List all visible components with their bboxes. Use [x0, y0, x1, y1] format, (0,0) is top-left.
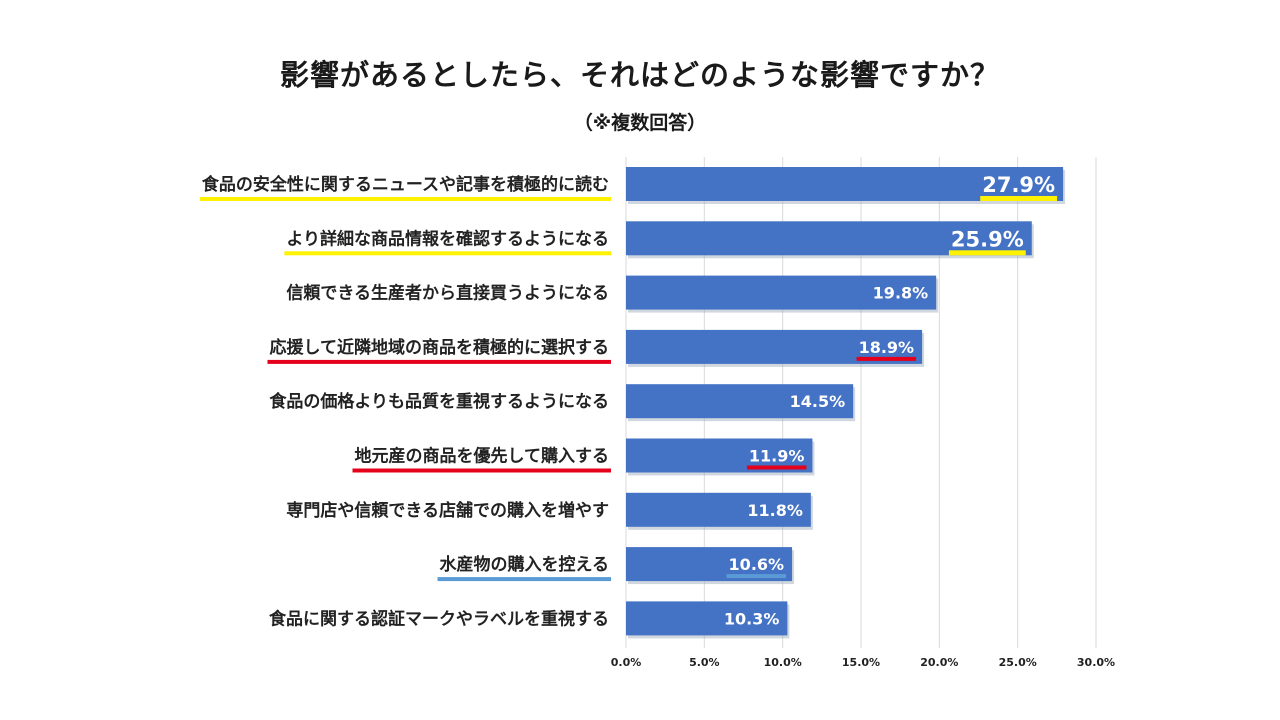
- x-tick-label: 30.0%: [1077, 656, 1115, 669]
- data-label: 11.8%: [747, 501, 803, 520]
- data-label: 25.9%: [951, 227, 1024, 251]
- data-label: 27.9%: [982, 173, 1055, 197]
- bar: [626, 384, 854, 419]
- data-label: 14.5%: [790, 392, 846, 411]
- category-label: 水産物の購入を控える: [440, 554, 610, 575]
- category-highlight-underline: [284, 251, 611, 256]
- bar: [626, 167, 1064, 201]
- data-label-highlight: [856, 356, 917, 361]
- x-tick-label: 5.0%: [689, 656, 720, 669]
- data-label-highlight: [746, 465, 807, 470]
- category-label: 食品の安全性に関するニュースや記事を積極的に読む: [202, 174, 609, 195]
- category-highlight-underline: [352, 468, 611, 473]
- category-highlight-underline: [437, 577, 611, 582]
- chart-title: 影響があるとしたら、それはどのような影響ですか？: [279, 58, 1000, 92]
- bar: [626, 275, 937, 310]
- data-label-highlight: [980, 196, 1058, 201]
- x-tick-label: 10.0%: [764, 656, 802, 669]
- category-label: より詳細な商品情報を確認するようになる: [286, 228, 609, 249]
- category-label: 応援して近隣地域の商品を積極的に選択する: [270, 337, 610, 358]
- data-label: 10.6%: [729, 555, 785, 574]
- category-label: 専門店や信頼できる店舗での購入を増やす: [286, 500, 609, 521]
- bar: [626, 221, 1032, 256]
- x-tick-label: 20.0%: [920, 656, 958, 669]
- data-label: 10.3%: [724, 609, 780, 628]
- x-tick-label: 25.0%: [999, 656, 1037, 669]
- category-highlight-underline: [199, 197, 611, 201]
- x-tick-label: 0.0%: [611, 656, 642, 669]
- bar: [626, 492, 811, 527]
- x-tick-label: 15.0%: [842, 656, 880, 669]
- data-label-highlight: [948, 250, 1026, 256]
- data-label-highlight: [726, 574, 787, 579]
- bar: [626, 601, 788, 636]
- data-label: 18.9%: [859, 338, 915, 357]
- category-label: 信頼できる生産者から直接買うようになる: [286, 283, 609, 304]
- category-label: 地元産の商品を優先して購入する: [355, 446, 610, 467]
- data-label: 19.8%: [873, 284, 929, 303]
- chart-subtitle: （※複数回答）: [573, 112, 707, 134]
- data-label: 11.9%: [749, 447, 805, 466]
- category-label: 食品の価格よりも品質を重視するようになる: [269, 391, 609, 412]
- category-label: 食品に関する認証マークやラベルを重視する: [269, 608, 609, 629]
- category-highlight-underline: [267, 359, 611, 364]
